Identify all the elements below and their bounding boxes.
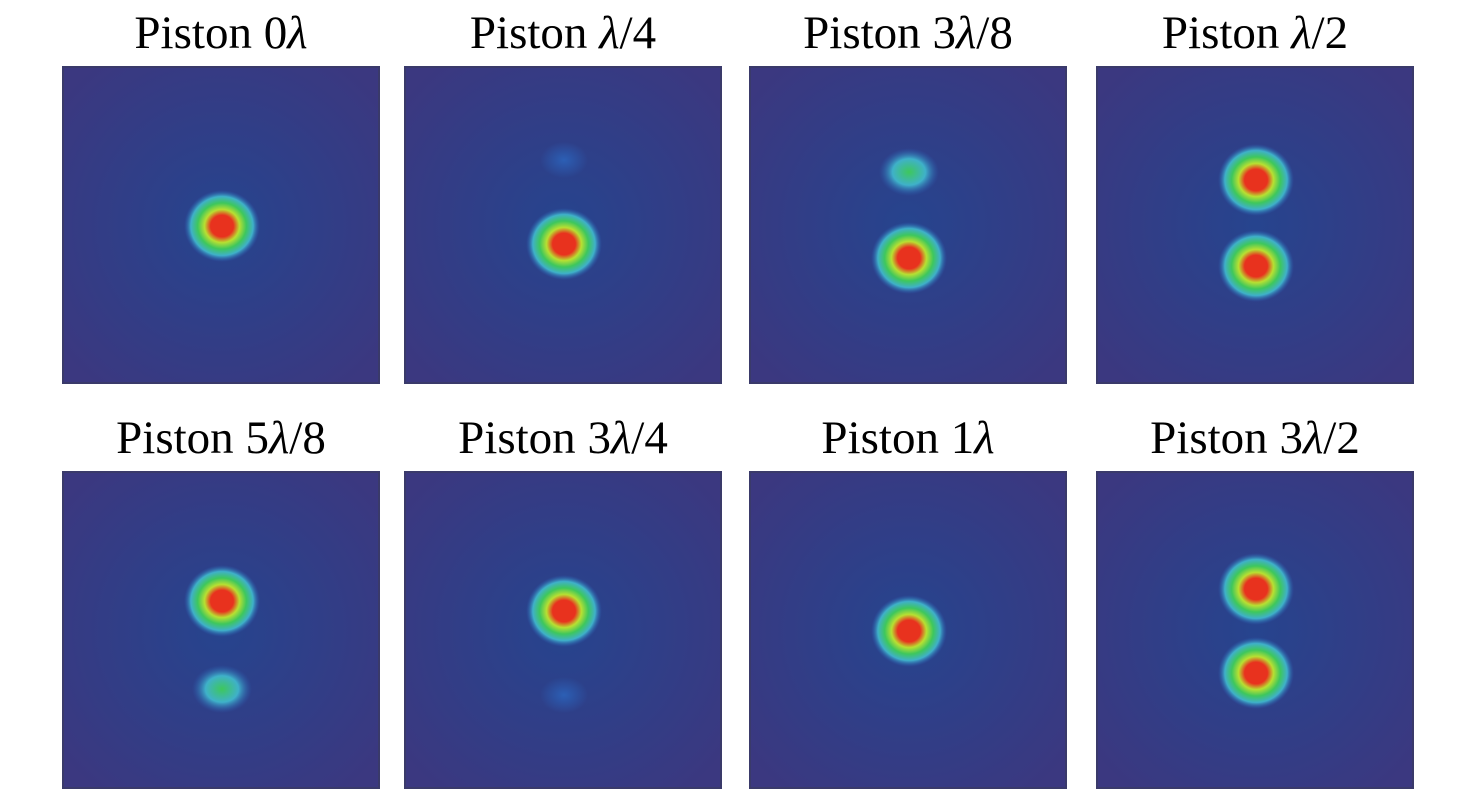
psf-spot-upper-strong (184, 565, 260, 637)
panel-title-word: Piston (458, 412, 576, 464)
psf-image (1096, 66, 1414, 384)
panel-title-word: Piston (134, 7, 252, 59)
psf-spot-center-strong (526, 208, 602, 280)
psf-spot-center-strong (871, 595, 947, 667)
psf-spot-lower-strong (1218, 637, 1294, 709)
psf-panel: Piston 3λ/8 (749, 10, 1067, 384)
panel-title-divisor: /2 (1323, 412, 1360, 464)
panel-title-word: Piston (1150, 412, 1268, 464)
psf-heatmap (1098, 473, 1412, 787)
panel-title-lambda: λ (268, 412, 290, 464)
panel-title: Piston 3λ/2 (1096, 415, 1414, 462)
psf-heatmap (751, 68, 1065, 382)
psf-image (62, 471, 380, 789)
psf-spot-upper-weak (879, 148, 939, 196)
psf-panel: Piston 5λ/8 (62, 415, 380, 789)
panel-title: Piston λ/2 (1096, 10, 1414, 57)
panel-title-coefficient: 1 (950, 412, 975, 464)
panel-title-coefficient: 3 (587, 412, 611, 464)
psf-image (749, 66, 1067, 384)
psf-spot-lower-strong (871, 222, 947, 294)
panel-title: Piston 1λ (749, 415, 1067, 462)
panel-title-word: Piston (1161, 7, 1280, 59)
panel-title-word: Piston (469, 7, 588, 59)
panel-title-lambda: λ (610, 412, 632, 464)
psf-panel: Piston λ/4 (404, 10, 722, 384)
psf-image (749, 471, 1067, 789)
psf-heatmap (64, 473, 378, 787)
panel-title-divisor: /8 (289, 412, 326, 464)
psf-image (1096, 471, 1414, 789)
panel-title: Piston 3λ/4 (404, 415, 722, 462)
panel-title-divisor: /8 (976, 7, 1013, 59)
psf-panel: Piston 1λ (749, 415, 1067, 789)
psf-panel: Piston 3λ/4 (404, 415, 722, 789)
psf-spot-lower-faint (540, 677, 588, 713)
psf-spot-lower-strong (1218, 230, 1294, 302)
panel-title: Piston 0λ (62, 10, 380, 57)
psf-heatmap (64, 68, 378, 382)
psf-panel: Piston 3λ/2 (1096, 415, 1414, 789)
panel-title-word: Piston (116, 412, 234, 464)
panel-title-lambda: λ (955, 7, 977, 59)
psf-panel: Piston λ/2 (1096, 10, 1414, 384)
psf-heatmap (1098, 68, 1412, 382)
panel-title-coefficient: 3 (1279, 412, 1303, 464)
panel-title: Piston 5λ/8 (62, 415, 380, 462)
panel-title-divisor: /4 (631, 412, 668, 464)
psf-spot-upper-strong (1218, 553, 1294, 625)
psf-heatmap (406, 68, 720, 382)
psf-image (404, 66, 722, 384)
panel-title: Piston 3λ/8 (749, 10, 1067, 57)
psf-image (404, 471, 722, 789)
panel-title-word: Piston (803, 7, 921, 59)
psf-image (62, 66, 380, 384)
panel-title-lambda: λ (974, 412, 995, 464)
panel-title-lambda: λ (1302, 412, 1324, 464)
panel-title: Piston λ/4 (404, 10, 722, 57)
panel-title-word: Piston (821, 412, 939, 464)
panel-title-coefficient: 0 (263, 7, 288, 59)
psf-heatmap (406, 473, 720, 787)
panel-title-lambda: λ (287, 7, 308, 59)
psf-panel: Piston 0λ (62, 10, 380, 384)
psf-spot-upper-strong (1218, 144, 1294, 216)
panel-title-lambda: λ (599, 7, 620, 59)
psf-background (1098, 68, 1412, 382)
psf-spot-upper-faint (540, 142, 588, 178)
psf-spot-center-strong (526, 575, 602, 647)
panel-title-divisor: /4 (619, 7, 657, 59)
panel-title-coefficient: 3 (932, 7, 956, 59)
psf-spot-lower-weak (192, 665, 252, 713)
psf-background (1098, 473, 1412, 787)
panel-title-divisor: /2 (1311, 7, 1349, 59)
panel-title-lambda: λ (1291, 7, 1312, 59)
psf-spot-center-strong (184, 190, 260, 262)
panel-title-coefficient: 5 (245, 412, 269, 464)
psf-heatmap (751, 473, 1065, 787)
